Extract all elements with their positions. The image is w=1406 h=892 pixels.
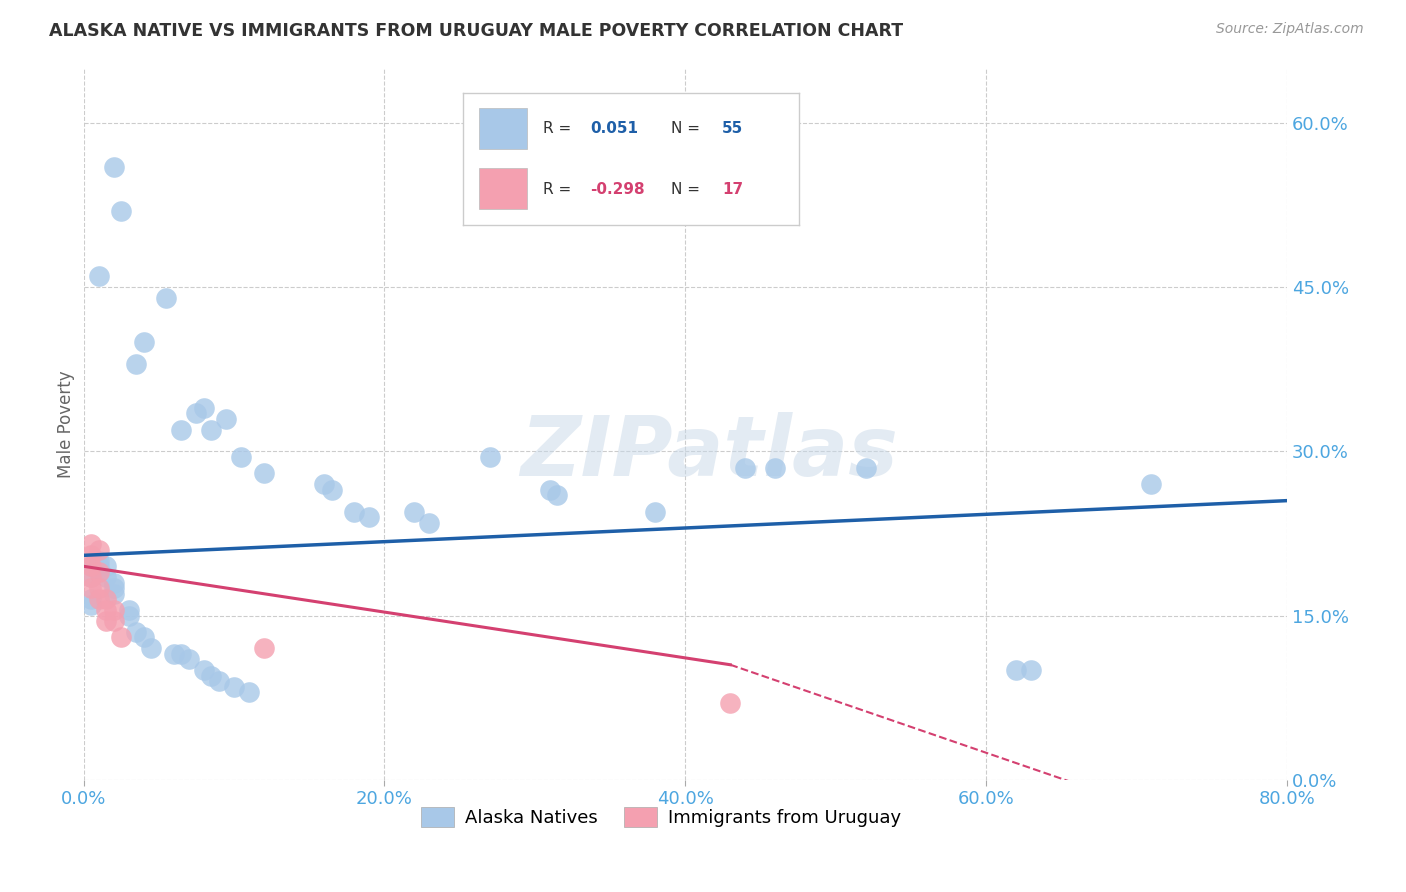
Point: [117, 608, 139, 623]
Point: [103, 614, 125, 628]
Point: [94, 570, 117, 584]
Text: ZIPatlas: ZIPatlas: [520, 412, 898, 493]
Point: [404, 505, 426, 519]
Point: [359, 510, 381, 524]
Point: [208, 674, 231, 689]
Point: [117, 603, 139, 617]
Point: [87, 559, 110, 574]
Point: [1140, 477, 1163, 491]
Legend: Alaska Natives, Immigrants from Uruguay: Alaska Natives, Immigrants from Uruguay: [415, 799, 908, 835]
Point: [80, 581, 103, 595]
Point: [193, 663, 215, 677]
Point: [87, 581, 110, 595]
Point: [87, 554, 110, 568]
Point: [94, 592, 117, 607]
Point: [163, 647, 186, 661]
Point: [200, 668, 222, 682]
Point: [1005, 663, 1028, 677]
Point: [546, 488, 568, 502]
Text: ALASKA NATIVE VS IMMIGRANTS FROM URUGUAY MALE POVERTY CORRELATION CHART: ALASKA NATIVE VS IMMIGRANTS FROM URUGUAY…: [49, 22, 903, 40]
Point: [314, 477, 336, 491]
Point: [155, 291, 177, 305]
Point: [87, 565, 110, 579]
Point: [222, 680, 245, 694]
Point: [110, 631, 132, 645]
Point: [343, 505, 366, 519]
Point: [855, 460, 877, 475]
Point: [80, 537, 103, 551]
Point: [170, 423, 193, 437]
Point: [110, 203, 132, 218]
Point: [734, 460, 756, 475]
Point: [200, 423, 222, 437]
Point: [125, 624, 148, 639]
Point: [132, 631, 155, 645]
Point: [170, 647, 193, 661]
Point: [141, 641, 163, 656]
Point: [538, 483, 561, 497]
Point: [718, 696, 741, 710]
Point: [80, 570, 103, 584]
Point: [103, 575, 125, 590]
Point: [80, 592, 103, 607]
Point: [321, 483, 343, 497]
Text: Source: ZipAtlas.com: Source: ZipAtlas.com: [1216, 22, 1364, 37]
Point: [478, 450, 501, 464]
Point: [87, 592, 110, 607]
Point: [80, 598, 103, 612]
Point: [94, 559, 117, 574]
Point: [94, 614, 117, 628]
Point: [87, 269, 110, 284]
Point: [231, 450, 253, 464]
Point: [103, 587, 125, 601]
Point: [87, 542, 110, 557]
Point: [103, 581, 125, 595]
Point: [132, 334, 155, 349]
Point: [215, 411, 238, 425]
Point: [80, 559, 103, 574]
Point: [238, 685, 260, 699]
Point: [644, 505, 666, 519]
Point: [80, 559, 103, 574]
Point: [80, 570, 103, 584]
Point: [253, 467, 276, 481]
Y-axis label: Male Poverty: Male Poverty: [58, 370, 75, 478]
Point: [94, 603, 117, 617]
Point: [80, 549, 103, 563]
Point: [418, 516, 440, 530]
Point: [125, 357, 148, 371]
Point: [765, 460, 787, 475]
Point: [103, 603, 125, 617]
Point: [87, 565, 110, 579]
Point: [193, 401, 215, 415]
Point: [1019, 663, 1042, 677]
Point: [253, 641, 276, 656]
Point: [186, 406, 208, 420]
Point: [103, 160, 125, 174]
Point: [177, 652, 200, 666]
